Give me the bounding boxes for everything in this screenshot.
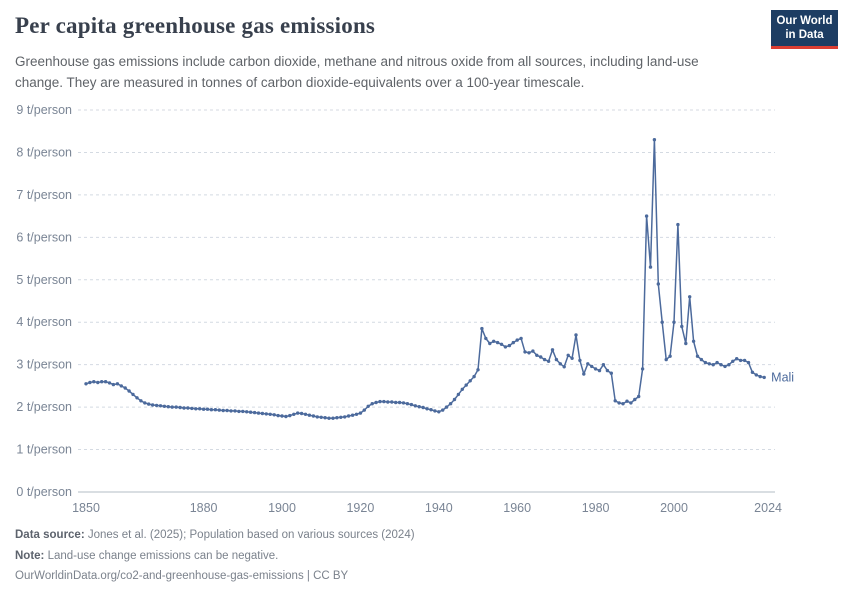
citation-link[interactable]: OurWorldinData.org/co2-and-greenhouse-ga… [15,570,349,583]
svg-text:6 t/person: 6 t/person [16,230,72,244]
owid-logo[interactable]: Our World in Data [771,10,838,49]
svg-text:2024: 2024 [754,501,782,515]
svg-text:5 t/person: 5 t/person [16,273,72,287]
chart-footer: Data source: Jones et al. (2025); Popula… [15,528,415,590]
owid-logo-line2: in Data [785,29,824,41]
svg-text:1880: 1880 [190,501,218,515]
svg-text:1900: 1900 [268,501,296,515]
svg-text:3 t/person: 3 t/person [16,358,72,372]
svg-text:4 t/person: 4 t/person [16,315,72,329]
data-source-label: Data source: [15,529,85,541]
svg-text:1940: 1940 [425,501,453,515]
svg-text:2000: 2000 [660,501,688,515]
svg-text:1 t/person: 1 t/person [16,443,72,457]
note-text: Land-use change emissions can be negativ… [44,549,279,562]
svg-text:2 t/person: 2 t/person [16,400,72,414]
svg-text:7 t/person: 7 t/person [16,188,72,202]
svg-text:Mali: Mali [771,370,794,384]
chart-subtitle: Greenhouse gas emissions include carbon … [15,54,699,90]
svg-text:1920: 1920 [346,501,374,515]
svg-text:0 t/person: 0 t/person [16,485,72,499]
svg-text:1980: 1980 [582,501,610,515]
data-source-text: Jones et al. (2025); Population based on… [84,529,415,541]
svg-text:1850: 1850 [72,501,100,515]
note-label: Note: [15,549,45,562]
note-line: Note: Land-use change emissions can be n… [15,549,415,565]
svg-text:1960: 1960 [503,501,531,515]
data-source-line: Data source: Jones et al. (2025); Popula… [15,528,415,544]
owid-logo-line1: Our World [776,14,833,27]
emissions-chart[interactable]: 0 t/person 1 t/person 2 t/person 3 t/person… [0,96,850,526]
svg-text:8 t/person: 8 t/person [16,145,72,159]
page-title: Per capita greenhouse gas emissions [15,13,376,38]
svg-text:9 t/person: 9 t/person [16,103,72,117]
